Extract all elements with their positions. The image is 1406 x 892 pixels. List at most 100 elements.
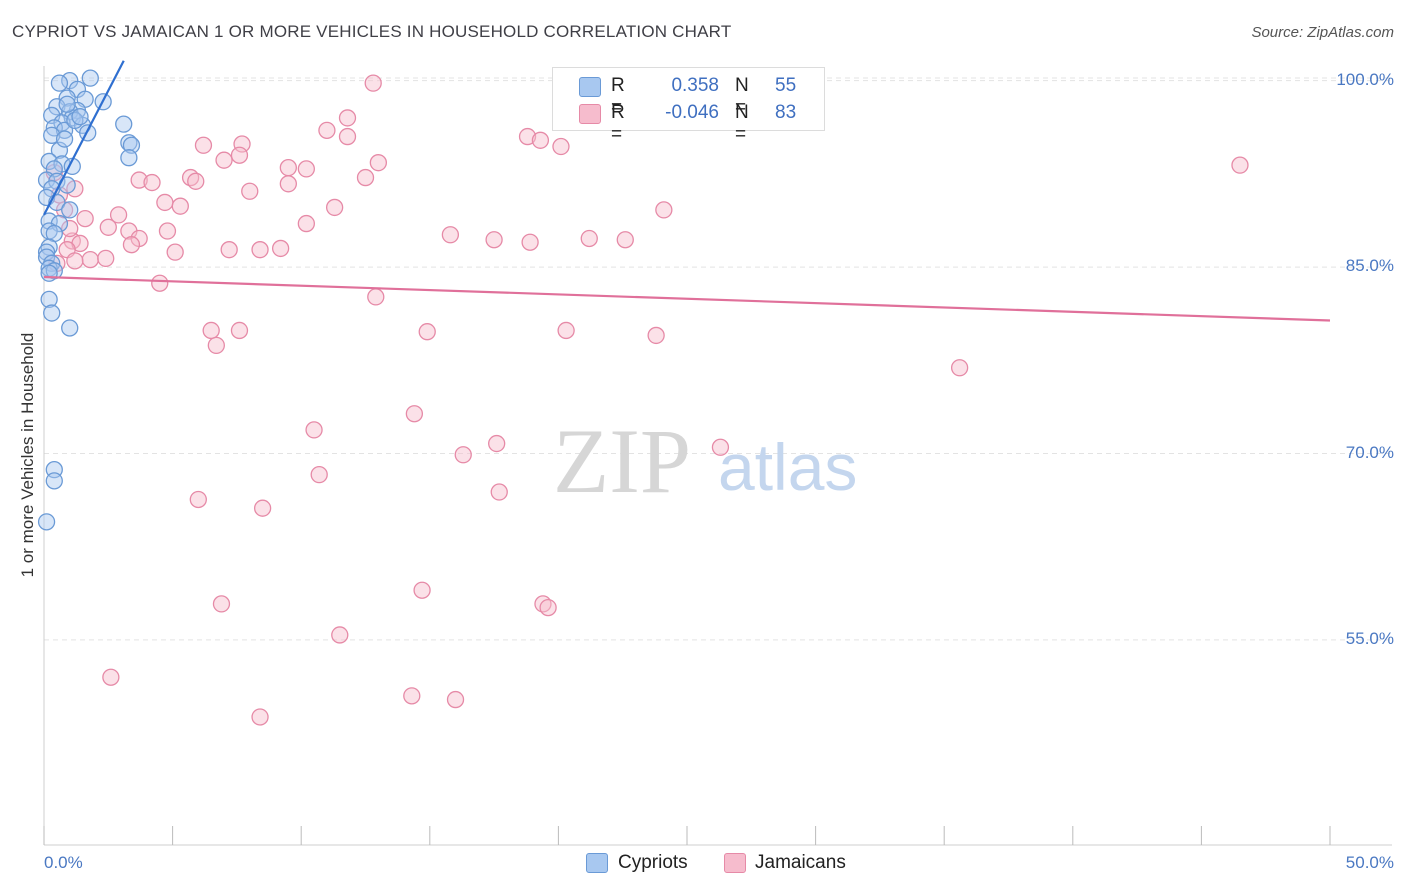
jamaican-point [271, 239, 290, 258]
cypriot-point [115, 115, 133, 133]
jamaican-point [109, 206, 128, 224]
cypriot-point [58, 95, 76, 113]
jamaican-point [552, 137, 570, 156]
y-tick-label: 70.0% [1345, 442, 1394, 462]
jamaicans-points [45, 71, 1249, 726]
jamaican-point [331, 626, 349, 644]
jamaican-point [338, 127, 357, 146]
jamaican-point [367, 288, 385, 306]
jamaican-point [580, 229, 598, 248]
jamaican-point [122, 236, 141, 254]
jamaican-point [616, 231, 634, 249]
jamaican-point [454, 446, 472, 464]
jamaican-point [446, 690, 465, 709]
jamaican-point [97, 249, 115, 268]
jamaican-point [212, 595, 231, 613]
cypriot-point [71, 108, 89, 126]
jamaican-point [230, 321, 249, 340]
jamaican-point [233, 135, 251, 153]
jamaican-point [158, 222, 177, 240]
jamaican-point [305, 421, 323, 439]
jamaican-point [99, 218, 117, 236]
trend-lines [43, 60, 1331, 322]
jamaican-point [369, 154, 388, 172]
cypriot-point [61, 319, 79, 337]
x-tick-min: 0.0% [44, 853, 83, 872]
jamaican-point [488, 434, 506, 453]
jamaican-point [215, 151, 233, 169]
jamaican-point [241, 182, 259, 200]
jamaican-point [194, 136, 213, 154]
cypriot-point [120, 149, 138, 167]
jamaican-point [297, 160, 315, 178]
jamaican-point [207, 336, 225, 355]
jamaican-point [521, 233, 539, 251]
jamaican-point [405, 405, 424, 423]
correlation-legend: R = 0.358 N = 55 R = -0.046 N = 83 [552, 67, 825, 145]
legend-r-value-cypriots: 0.358 [671, 75, 719, 96]
jamaican-point [66, 252, 84, 270]
bottom-legend-swatch-jamaicans [724, 853, 746, 873]
jamaican-point [711, 438, 730, 456]
jamaican-point [297, 214, 315, 233]
jamaican-point [156, 193, 174, 212]
jamaican-point [279, 158, 297, 177]
y-tick-label: 55.0% [1345, 628, 1394, 648]
chart-title: CYPRIOT VS JAMAICAN 1 OR MORE VEHICLES I… [12, 22, 732, 41]
jamaican-point [539, 598, 557, 617]
jamaican-point [485, 231, 503, 249]
jamaican-point [251, 708, 269, 726]
jamaican-point [102, 668, 120, 686]
cypriots-points [37, 69, 141, 531]
jamaican-point [202, 321, 220, 340]
cypriots-trend-line [43, 60, 125, 216]
legend-swatch-cypriots [579, 77, 601, 97]
legend-n-value-jamaicans: 83 [775, 102, 797, 123]
jamaican-point [171, 197, 189, 215]
legend-swatch-jamaicans [579, 104, 601, 124]
y-tick-label: 100.0% [1336, 69, 1394, 89]
cypriot-point [50, 141, 69, 159]
bottom-legend-swatch-cypriots [586, 853, 608, 873]
jamaican-point [413, 581, 431, 599]
legend-r-value-jamaicans: -0.046 [665, 102, 719, 123]
source-label: Source: ZipAtlas.com [1251, 24, 1394, 41]
legend-r-label: R = [611, 75, 625, 118]
jamaican-point [187, 172, 205, 190]
legend-r-label: R = [611, 102, 625, 145]
jamaican-point [76, 209, 94, 228]
legend-n-label: N = [735, 102, 749, 145]
jamaican-point [81, 250, 99, 269]
jamaicans-trend-line [43, 275, 1331, 322]
jamaican-point [490, 483, 508, 501]
x-tick-max: 50.0% [1345, 853, 1394, 872]
cypriot-point [120, 134, 138, 152]
bottom-legend-jamaicans: Jamaicans [755, 852, 846, 873]
jamaican-point [251, 241, 269, 259]
cypriot-point [37, 513, 56, 531]
jamaican-point [230, 146, 249, 164]
cypriot-point [79, 124, 97, 142]
jamaican-point [950, 359, 969, 377]
jamaican-point [61, 219, 79, 238]
cypriot-point [50, 74, 69, 92]
jamaican-point [531, 131, 550, 149]
jamaican-point [279, 175, 297, 193]
cypriot-point [43, 126, 61, 144]
jamaican-point [338, 109, 357, 127]
legend-n-label: N = [735, 75, 749, 118]
bottom-legend-cypriots: Cypriots [618, 852, 688, 873]
jamaican-point [310, 465, 328, 484]
jamaican-point [220, 241, 238, 259]
jamaican-point [130, 171, 148, 189]
watermark-atlas: atlas [718, 430, 857, 504]
watermark-zip: ZIP [553, 410, 691, 512]
jamaican-point [166, 243, 184, 261]
jamaican-point [418, 323, 436, 341]
cypriot-point [55, 130, 74, 148]
jamaican-point [318, 121, 336, 140]
jamaican-point [189, 490, 207, 509]
jamaican-point [1231, 156, 1249, 174]
cypriot-point [40, 290, 58, 309]
